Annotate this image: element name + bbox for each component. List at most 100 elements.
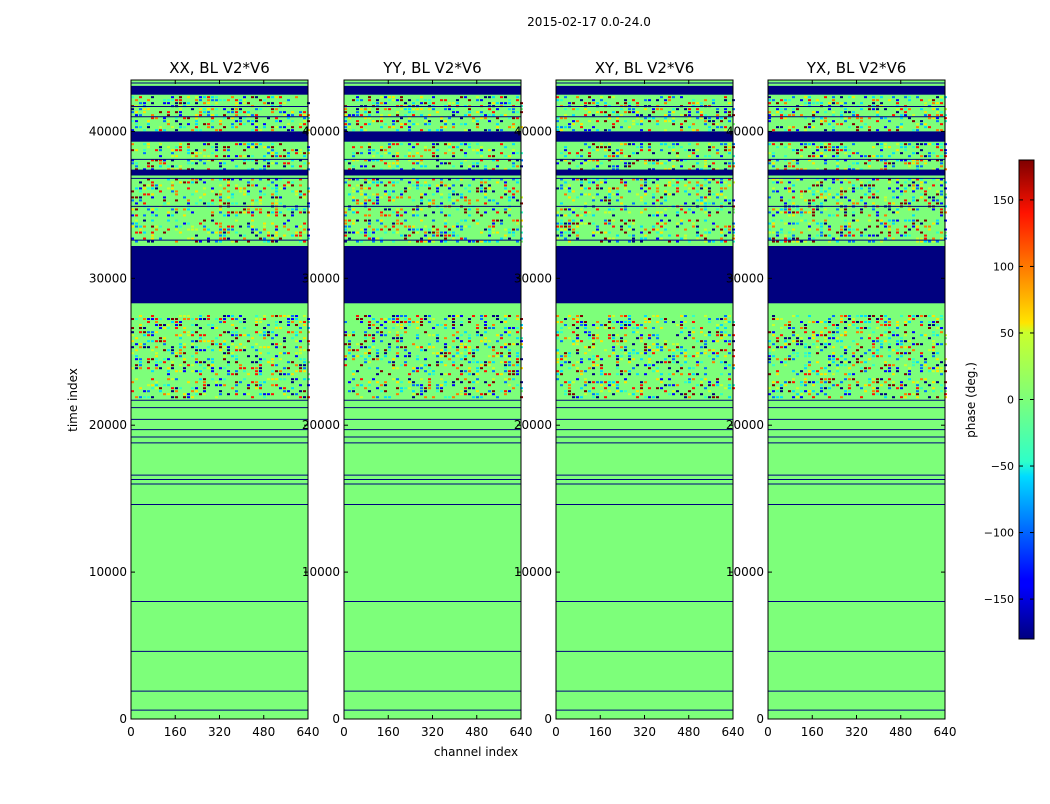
phase-noise-cell (508, 114, 511, 116)
phase-noise-cell (692, 393, 695, 395)
phase-noise-cell (712, 229, 715, 231)
phase-noise-cell (700, 346, 703, 348)
phase-noise-cell (840, 396, 843, 398)
phase-noise-cell (448, 184, 451, 186)
phase-noise-cell (940, 331, 943, 333)
phase-noise-cell (588, 181, 591, 183)
phase-noise-cell (708, 232, 711, 234)
phase-noise-cell (856, 327, 859, 329)
phase-noise-cell (496, 340, 499, 342)
phase-noise-cell (396, 355, 399, 357)
phase-noise-cell (376, 352, 379, 354)
phase-noise-cell (243, 318, 246, 320)
phase-noise-cell (940, 361, 943, 363)
phase-noise-cell (904, 384, 907, 386)
phase-noise-cell (880, 318, 883, 320)
phase-noise-cell (724, 117, 727, 119)
phase-noise-cell (508, 108, 511, 110)
phase-noise-cell (380, 220, 383, 222)
phase-noise-cell (195, 129, 198, 131)
phase-noise-cell (191, 390, 194, 392)
phase-noise-cell (352, 199, 355, 201)
phase-noise-cell (139, 346, 142, 348)
phase-noise-cell (820, 378, 823, 380)
phase-noise-cell (648, 367, 651, 369)
phase-noise-cell (464, 390, 467, 392)
phase-noise-cell (147, 123, 150, 125)
phase-noise-cell (352, 155, 355, 157)
phase-noise-cell (251, 381, 254, 383)
phase-noise-cell (668, 99, 671, 101)
phase-noise-cell (183, 223, 186, 225)
phase-noise-cell (472, 355, 475, 357)
phase-noise-cell (207, 367, 210, 369)
phase-noise-cell (356, 370, 359, 372)
flagged-band (344, 170, 521, 176)
phase-noise-cell (480, 187, 483, 189)
phase-noise-cell (580, 99, 583, 101)
phase-noise-cell (171, 184, 174, 186)
phase-noise-cell (616, 165, 619, 167)
phase-noise-cell (171, 96, 174, 98)
phase-noise-cell (828, 370, 831, 372)
phase-noise-cell (279, 165, 282, 167)
phase-noise-cell (888, 343, 891, 345)
phase-noise-cell (143, 143, 146, 145)
phase-noise-cell (239, 99, 242, 101)
phase-noise-cell (716, 381, 719, 383)
phase-noise-cell (179, 387, 182, 389)
phase-noise-cell (684, 393, 687, 395)
flagged-band (131, 246, 308, 303)
phase-noise-cell (436, 334, 439, 336)
phase-noise-cell (416, 337, 419, 339)
phase-noise-cell (720, 331, 723, 333)
phase-noise-cell (596, 184, 599, 186)
phase-noise-cell (199, 378, 202, 380)
phase-noise-cell (920, 321, 923, 323)
phase-noise-cell (468, 364, 471, 366)
phase-noise-cell (480, 229, 483, 231)
phase-noise-cell (155, 361, 158, 363)
x-tick-label: 0 (340, 725, 348, 739)
phase-noise-cell (235, 232, 238, 234)
phase-noise-cell (412, 146, 415, 148)
phase-noise-cell (259, 211, 262, 213)
phase-noise-cell (596, 340, 599, 342)
phase-noise-cell (400, 324, 403, 326)
phase-noise-cell (299, 114, 302, 116)
phase-noise-cell (788, 358, 791, 360)
phase-noise-cell (299, 384, 302, 386)
phase-noise-cell (516, 364, 519, 366)
phase-noise-cell (680, 111, 683, 113)
phase-noise-cell (139, 181, 142, 183)
phase-noise-cell (648, 387, 651, 389)
phase-noise-cell (135, 208, 138, 210)
phase-noise-cell (720, 120, 723, 122)
phase-noise-cell (932, 324, 935, 326)
phase-noise-cell (888, 337, 891, 339)
phase-noise-cell (656, 346, 659, 348)
phase-noise-cell (404, 384, 407, 386)
phase-noise-cell (792, 358, 795, 360)
phase-noise-cell (151, 349, 154, 351)
phase-noise-cell (364, 181, 367, 183)
phase-noise-cell (283, 123, 286, 125)
phase-noise-cell (460, 358, 463, 360)
phase-noise-cell (488, 184, 491, 186)
phase-noise-cell (191, 181, 194, 183)
phase-noise-cell (512, 117, 515, 119)
phase-noise-cell (484, 381, 487, 383)
phase-noise-cell (620, 315, 623, 317)
phase-noise-cell (259, 321, 262, 323)
phase-noise-cell (600, 381, 603, 383)
phase-noise-cell (287, 152, 290, 154)
phase-noise-cell (420, 390, 423, 392)
phase-noise-cell (660, 387, 663, 389)
phase-noise-cell (191, 226, 194, 228)
phase-noise-cell (700, 235, 703, 237)
phase-noise-cell (183, 117, 186, 119)
phase-noise-cell (608, 149, 611, 151)
phase-noise-cell (247, 146, 250, 148)
phase-noise-cell (436, 238, 439, 240)
phase-noise-cell (728, 162, 731, 164)
